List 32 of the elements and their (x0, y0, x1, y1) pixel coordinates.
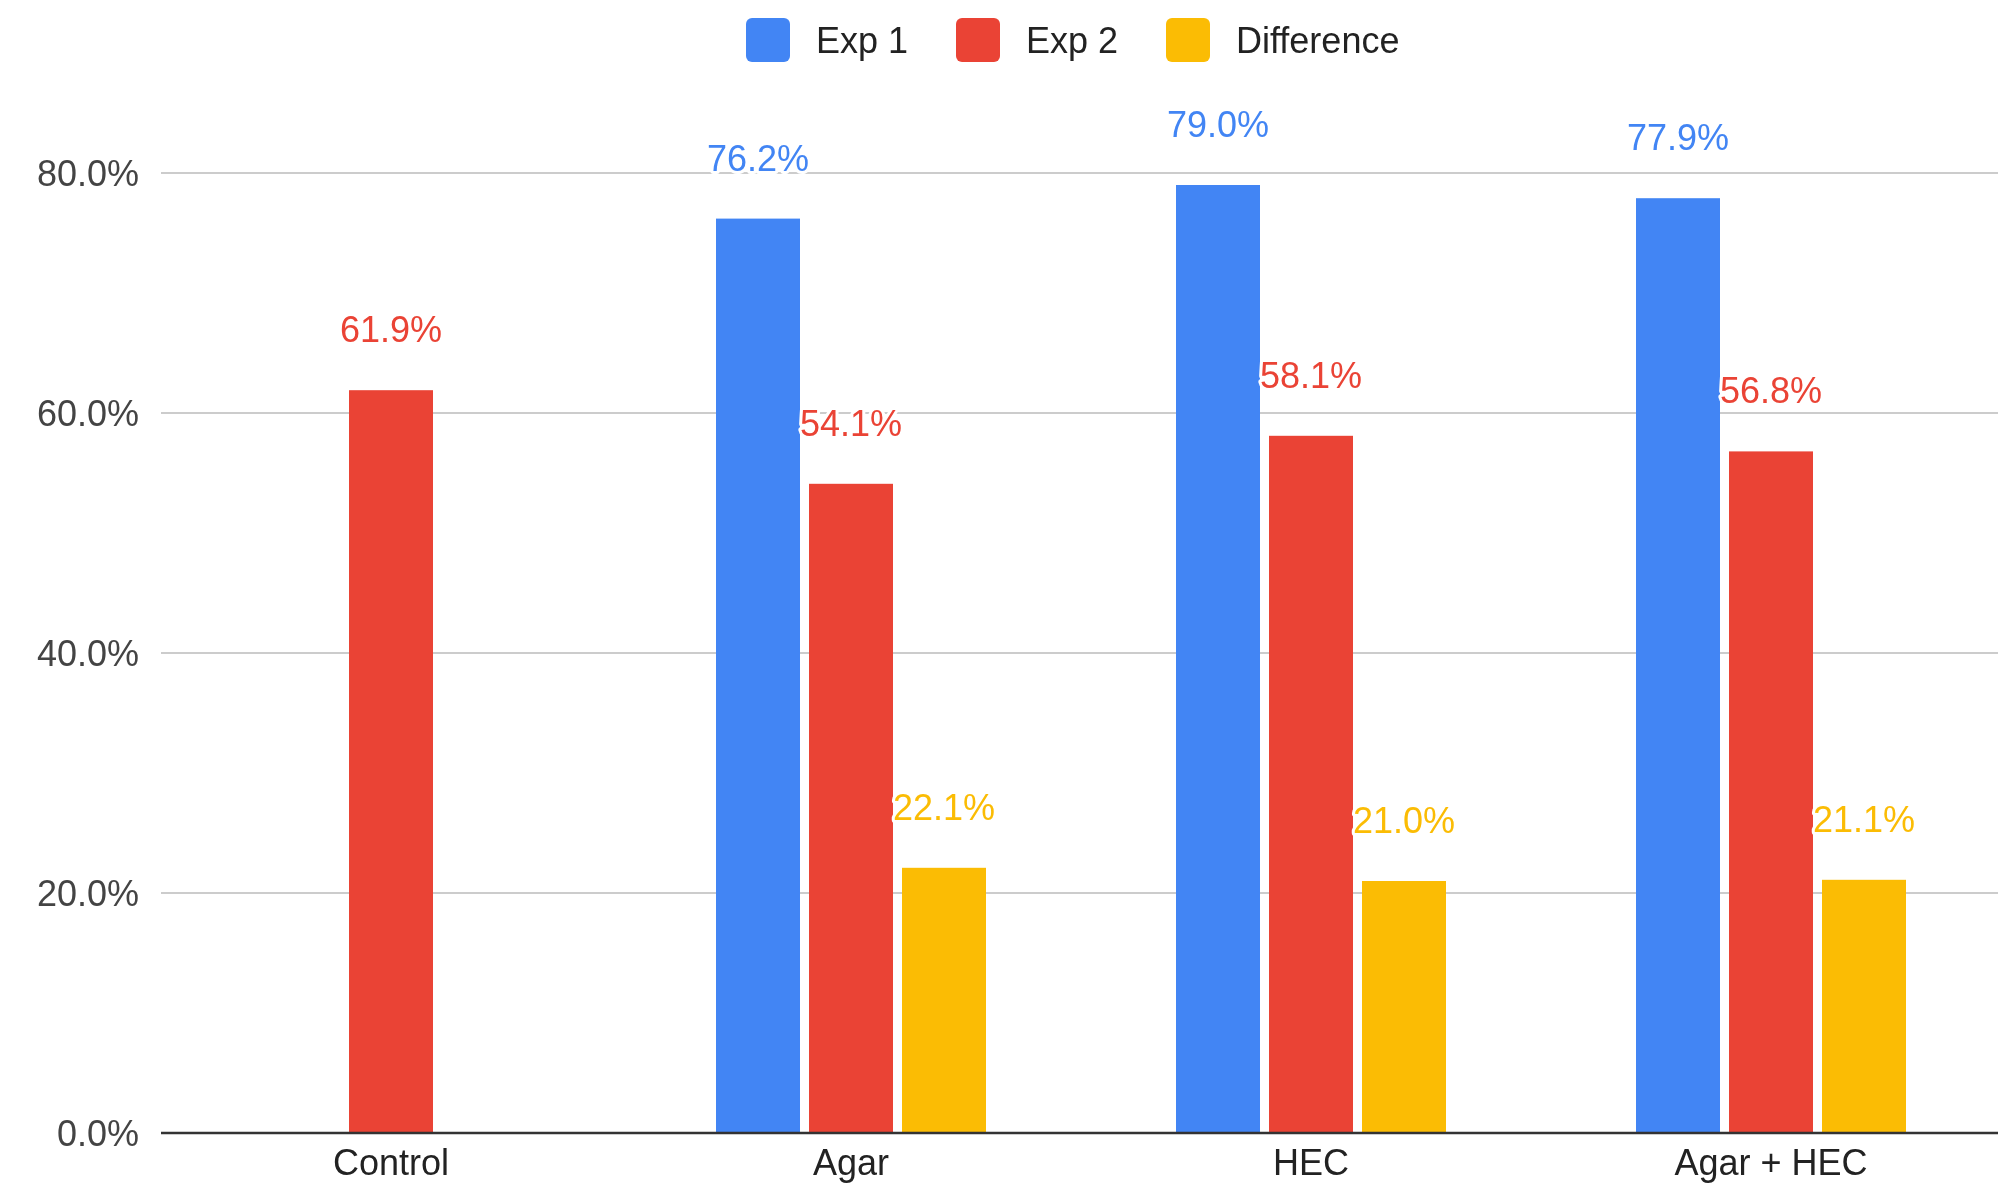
bar (349, 390, 433, 1133)
data-label: 56.8% (1719, 370, 1823, 412)
data-label: 76.2% (706, 137, 810, 179)
y-tick-label: 80.0% (36, 152, 139, 194)
bar (716, 218, 800, 1133)
bar (1362, 881, 1446, 1133)
y-tick-label: 0.0% (56, 1112, 139, 1154)
bar (809, 483, 893, 1133)
y-tick-label: 40.0% (36, 632, 139, 674)
data-label: 58.1% (1259, 354, 1363, 396)
x-tick-label: Agar (812, 1142, 890, 1183)
data-label: 22.1% (892, 786, 996, 828)
x-tick-label: Control (332, 1142, 450, 1183)
bar (902, 867, 986, 1133)
x-tick-label: HEC (1272, 1142, 1350, 1183)
data-label: 21.1% (1812, 798, 1916, 840)
legend-label: Exp 2 (1026, 19, 1119, 61)
legend-label: Exp 1 (816, 19, 909, 61)
data-label: 77.9% (1626, 117, 1730, 159)
y-tick-label: 20.0% (36, 872, 139, 914)
bar (1822, 879, 1906, 1133)
x-tick-label: Agar + HEC (1674, 1142, 1868, 1183)
bar (1636, 198, 1720, 1133)
data-label: 79.0% (1166, 104, 1270, 145)
bar (1176, 185, 1260, 1133)
data-label: 21.0% (1352, 800, 1456, 841)
y-tick-label: 60.0% (36, 392, 139, 434)
bar (1269, 435, 1353, 1133)
data-label: 61.9% (339, 309, 443, 351)
legend-label: Difference (1236, 19, 1400, 61)
bar (1729, 451, 1813, 1133)
data-label: 54.1% (799, 402, 903, 444)
